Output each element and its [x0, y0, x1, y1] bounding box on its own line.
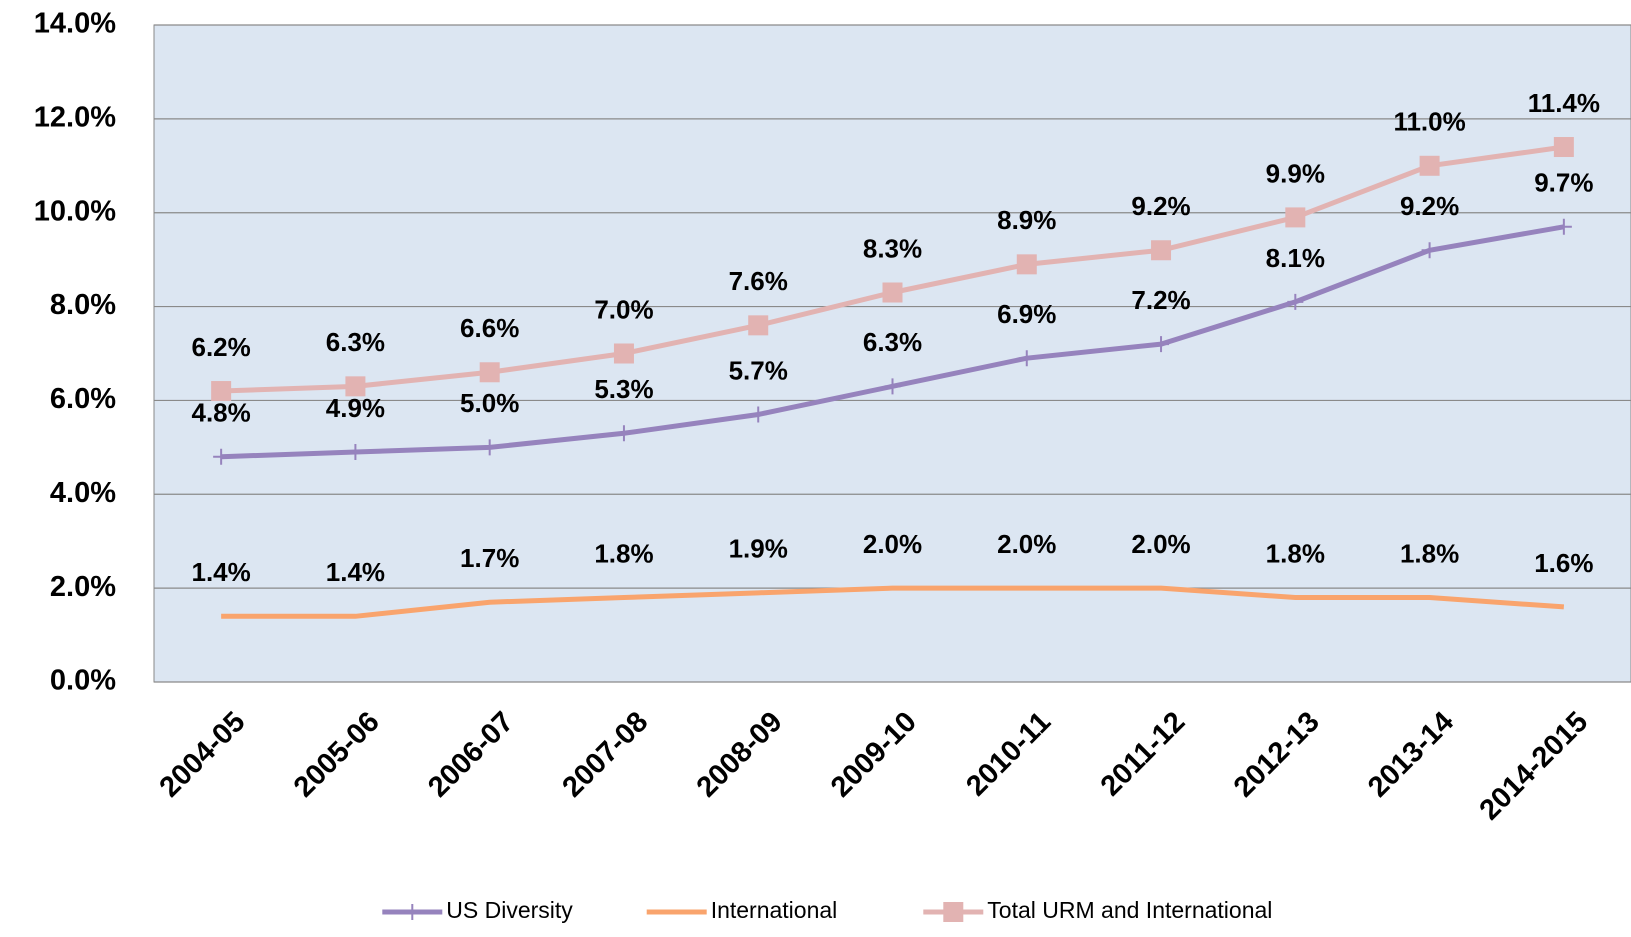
data-label: 2.0%	[863, 529, 922, 559]
plot-area	[153, 24, 1631, 683]
x-tick-label: 2013-14	[1362, 706, 1460, 804]
point-marker	[345, 376, 366, 397]
data-label: 1.4%	[192, 557, 251, 587]
x-tick-label: 2008-09	[691, 706, 789, 804]
data-label: 1.7%	[460, 543, 519, 573]
legend-label: US Diversity	[446, 897, 573, 923]
data-label: 7.6%	[729, 266, 788, 296]
data-label: 4.9%	[326, 393, 385, 423]
data-label: 6.3%	[863, 327, 922, 357]
x-tick-label: 2010-11	[960, 706, 1057, 803]
data-label: 1.8%	[1400, 538, 1459, 568]
point-marker	[750, 406, 767, 423]
y-tick-label: 2.0%	[50, 571, 116, 603]
data-label: 5.7%	[729, 355, 788, 385]
data-label: 1.8%	[594, 538, 653, 568]
data-label: 1.9%	[729, 534, 788, 564]
x-tick-label: 2009-10	[825, 706, 923, 804]
data-label: 6.3%	[326, 327, 385, 357]
data-label: 5.0%	[460, 388, 519, 418]
data-label: 1.6%	[1534, 548, 1593, 578]
point-marker	[615, 425, 632, 442]
legend-label: Total URM and International	[987, 897, 1272, 923]
point-marker	[1285, 207, 1306, 228]
series-line	[221, 585, 1565, 619]
data-label: 7.0%	[594, 294, 653, 324]
y-tick-label: 0.0%	[50, 665, 116, 697]
point-marker	[1016, 254, 1037, 275]
point-marker	[1153, 336, 1170, 353]
x-tick-label: 2012-13	[1228, 706, 1326, 804]
data-label: 7.2%	[1131, 285, 1190, 315]
data-label: 9.2%	[1131, 191, 1190, 221]
data-label: 2.0%	[1131, 529, 1190, 559]
point-marker	[347, 444, 364, 461]
x-tick-label: 2004-05	[154, 706, 252, 804]
data-label: 9.9%	[1266, 158, 1325, 188]
y-tick-label: 14.0%	[34, 8, 116, 40]
data-label: 8.3%	[863, 233, 922, 263]
point-marker	[1555, 218, 1572, 235]
point-marker	[481, 439, 498, 456]
data-label: 8.1%	[1266, 243, 1325, 273]
data-label: 6.9%	[997, 299, 1056, 329]
point-marker	[213, 448, 230, 465]
y-tick-label: 6.0%	[50, 383, 116, 415]
point-marker	[1018, 350, 1035, 367]
y-tick-label: 8.0%	[50, 289, 116, 321]
data-label: 1.4%	[326, 557, 385, 587]
point-marker	[882, 282, 903, 303]
y-tick-label: 12.0%	[34, 102, 116, 134]
data-label: 1.8%	[1266, 538, 1325, 568]
x-tick-label: 2011-12	[1095, 706, 1192, 803]
point-marker	[748, 315, 769, 336]
data-label: 11.0%	[1393, 107, 1465, 137]
data-label: 9.7%	[1534, 168, 1593, 198]
x-tick-label: 2005-06	[288, 706, 386, 804]
data-label: 11.4%	[1528, 88, 1600, 118]
point-marker	[943, 902, 964, 922]
y-tick-label: 4.0%	[50, 477, 116, 509]
point-marker	[211, 381, 232, 402]
x-tick-label: 2007-08	[556, 706, 654, 804]
data-label: 6.2%	[192, 332, 251, 362]
data-label: 8.9%	[997, 205, 1056, 235]
point-marker	[404, 904, 421, 920]
point-marker	[479, 362, 500, 383]
point-marker	[613, 343, 634, 364]
point-marker	[1151, 240, 1172, 261]
data-label: 5.3%	[594, 374, 653, 404]
point-marker	[1421, 242, 1438, 259]
point-marker	[884, 378, 901, 395]
point-marker	[1553, 137, 1574, 158]
x-tick-label: 2006-07	[422, 706, 520, 804]
data-label: 4.8%	[192, 398, 251, 428]
x-tick-label: 2014-2015	[1474, 706, 1595, 827]
point-marker	[1419, 155, 1440, 176]
y-tick-label: 10.0%	[34, 195, 116, 227]
point-marker	[1287, 293, 1304, 310]
data-label: 6.6%	[460, 313, 519, 343]
data-label: 2.0%	[997, 529, 1056, 559]
data-label: 9.2%	[1400, 191, 1459, 221]
legend-label: International	[711, 897, 838, 923]
